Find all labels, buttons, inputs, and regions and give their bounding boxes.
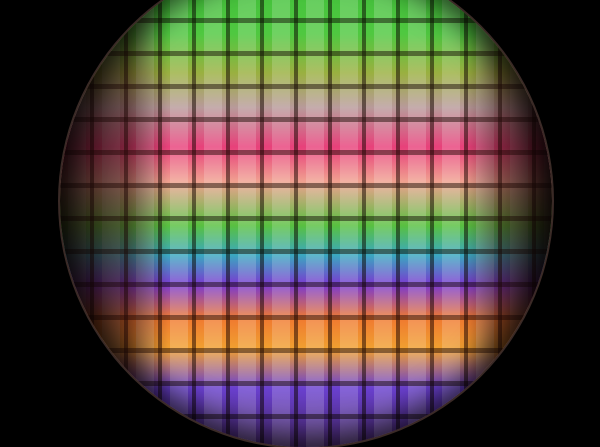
silicon-wafer — [60, 0, 552, 447]
side-shading — [60, 0, 552, 447]
